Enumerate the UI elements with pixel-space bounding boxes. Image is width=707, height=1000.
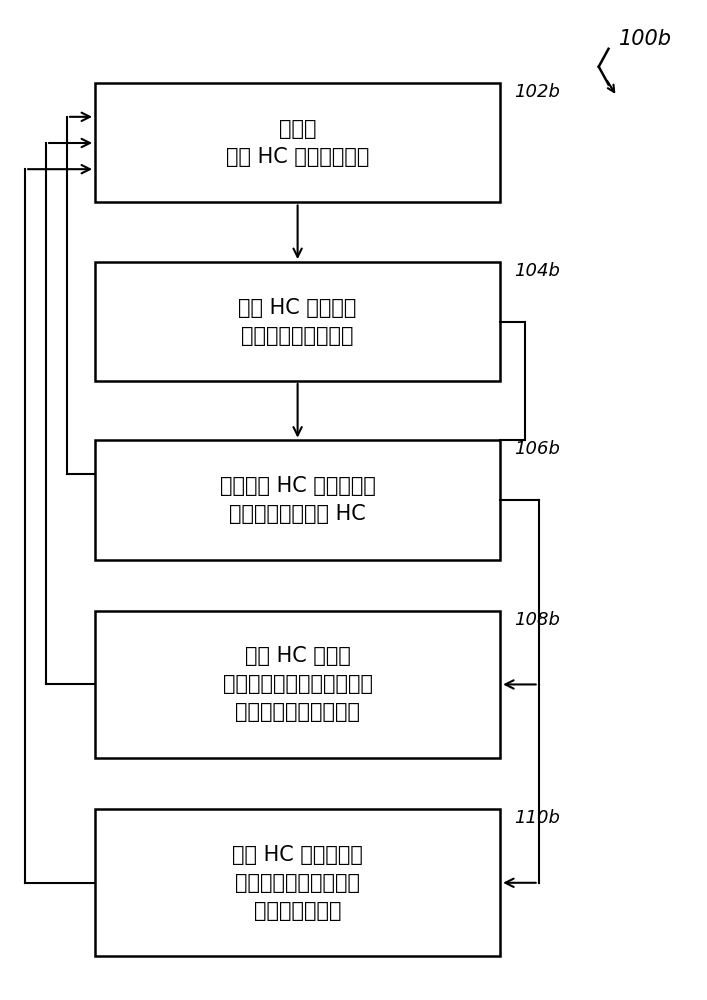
FancyBboxPatch shape <box>95 809 501 956</box>
Text: 110b: 110b <box>514 809 560 827</box>
FancyBboxPatch shape <box>95 611 501 758</box>
FancyBboxPatch shape <box>95 262 501 381</box>
Text: 检查 HC 是否已经
到达圈闭或子域边界: 检查 HC 是否已经 到达圈闭或子域边界 <box>238 298 357 346</box>
FancyBboxPatch shape <box>95 83 501 202</box>
Text: 108b: 108b <box>514 611 560 629</box>
Text: 106b: 106b <box>514 440 560 458</box>
Text: 100b: 100b <box>619 29 672 49</box>
Text: 104b: 104b <box>514 262 560 280</box>
FancyBboxPatch shape <box>95 440 501 560</box>
Text: 如果 HC 到达在
另一子域上具有峰的圈闭，
则必须进行通信和合并: 如果 HC 到达在 另一子域上具有峰的圈闭， 则必须进行通信和合并 <box>223 646 373 722</box>
Text: 如果到达 HC 子域边界，
则向相邻子域发送 HC: 如果到达 HC 子域边界， 则向相邻子域发送 HC <box>220 476 375 524</box>
Text: 侵入，
直到 HC 停止运移为止: 侵入， 直到 HC 停止运移为止 <box>226 119 369 167</box>
Text: 如果 HC 到达在相同
子域上具有峰的圈闭，
则必须进行合并: 如果 HC 到达在相同 子域上具有峰的圈闭， 则必须进行合并 <box>232 845 363 921</box>
Text: 102b: 102b <box>514 83 560 101</box>
